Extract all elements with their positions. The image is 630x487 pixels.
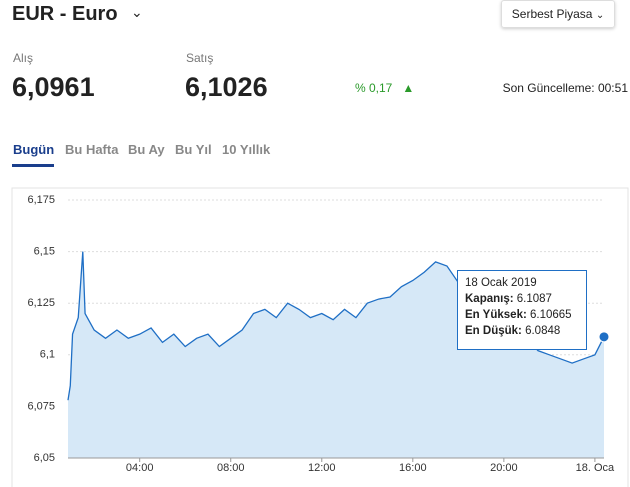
x-tick-label: 20:00 [490, 462, 518, 474]
high: 6.10665 [530, 309, 572, 321]
tab[interactable]: Bu Ay [128, 142, 165, 157]
x-tick-label: 04:00 [126, 462, 154, 474]
x-tick-label: 18. Oca [576, 462, 615, 474]
close-label: Kapanış: [465, 293, 514, 305]
y-tick-label: 6,15 [34, 246, 55, 258]
change-value: % 0,17 [355, 81, 393, 95]
y-tick-label: 6,175 [27, 194, 55, 206]
y-tick-label: 6,05 [34, 452, 55, 464]
tooltip-date: 18 Ocak 2019 [465, 277, 537, 289]
caret[interactable]: ⌄ [131, 4, 143, 20]
sell-label: Satış [186, 51, 214, 65]
low: 6.0848 [525, 325, 561, 337]
updated: Son Güncelleme: 00:51 [502, 81, 628, 95]
buy: 6,0961 [12, 72, 95, 102]
tab[interactable]: Bu Yıl [175, 142, 212, 157]
high-label: En Yüksek: [465, 309, 527, 321]
buy-label: Alış [13, 51, 34, 65]
tooltip: 18 Ocak 2019 Kapanış: 6.1087 En Yüksek: … [457, 270, 587, 350]
tab[interactable]: 10 Yıllık [222, 142, 271, 157]
x-tick-label: 08:00 [217, 462, 245, 474]
tab[interactable]: Bugün [13, 142, 55, 157]
change: % 0,17 ▲ [355, 81, 415, 95]
x-tick-label: 16:00 [399, 462, 427, 474]
tab[interactable]: Bu Hafta [65, 142, 119, 157]
sell: 6,1026 [185, 72, 268, 102]
y-tick-label: 6,125 [27, 297, 55, 309]
market-dropdown[interactable]: Serbest Piyasa ⌄ [501, 0, 615, 28]
tab-underline [12, 164, 54, 167]
low-label: En Düşük: [465, 325, 522, 337]
title: EUR - Euro [12, 3, 118, 25]
close: 6.1087 [516, 293, 552, 305]
x-tick-label: 12:00 [308, 462, 336, 474]
hover-point [598, 331, 610, 343]
market: Serbest Piyasa [511, 7, 593, 21]
y-tick-label: 6,1 [40, 349, 55, 361]
y-tick-label: 6,075 [27, 400, 55, 412]
